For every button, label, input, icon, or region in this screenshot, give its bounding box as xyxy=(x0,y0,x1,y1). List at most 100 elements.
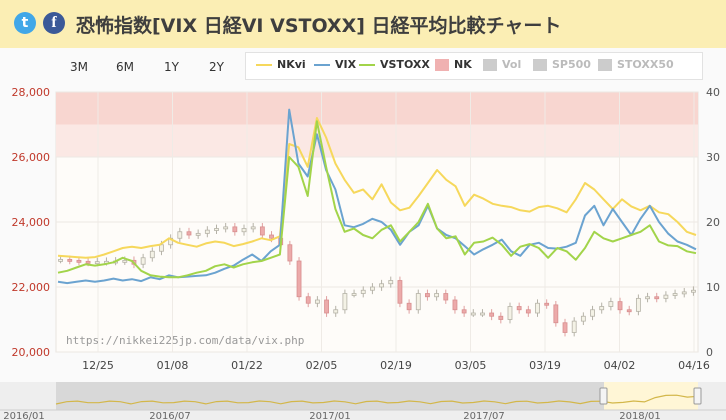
nk-candle xyxy=(305,296,311,304)
right-axis-tick: 10 xyxy=(706,281,720,294)
legend-item-sp500[interactable]: SP500 xyxy=(533,58,591,71)
navigator-date-label: 2018/01 xyxy=(619,411,661,420)
nk-candle xyxy=(250,226,256,230)
x-axis-tick: 01/22 xyxy=(231,359,263,372)
nk-candle xyxy=(461,309,467,314)
legend-label: NKvi xyxy=(277,58,306,71)
nk-candle xyxy=(608,301,614,307)
nk-candle xyxy=(314,299,320,304)
nk-candle xyxy=(287,244,293,262)
nk-candle xyxy=(333,309,339,314)
range-button-1y[interactable]: 1Y xyxy=(164,60,179,74)
header-bar: t f 恐怖指数[VIX 日経VI VSTOXX] 日経平均比較チャート xyxy=(0,0,726,49)
nk-candle xyxy=(617,301,623,311)
legend-label: SP500 xyxy=(552,58,591,71)
nk-candle xyxy=(204,229,210,234)
right-axis-tick: 0 xyxy=(706,346,713,359)
nk-candle xyxy=(580,315,586,322)
nk-candle xyxy=(645,296,650,300)
legend-item-vol[interactable]: Vol xyxy=(483,58,521,71)
nk-candle xyxy=(223,226,229,230)
nk-candle xyxy=(370,286,375,291)
range-button-2y[interactable]: 2Y xyxy=(209,60,224,74)
nk-candle xyxy=(480,312,485,316)
x-axis-tick: 02/05 xyxy=(306,359,338,372)
nk-candle xyxy=(626,309,632,313)
nk-candle xyxy=(149,250,155,259)
left-axis-tick: 24,000 xyxy=(12,216,51,229)
chart-legend: NKvi VIX VSTOXX NK Vol SP500 STOXX50 xyxy=(245,52,703,80)
left-axis-tick: 26,000 xyxy=(12,151,51,164)
navigator-handle-right[interactable] xyxy=(693,387,702,405)
nk-candle xyxy=(562,322,568,333)
nk-candle xyxy=(122,259,128,263)
watermark-text: https://nikkei225jp.com/data/vix.php xyxy=(66,334,304,347)
nk-candle xyxy=(241,228,247,233)
nk-candle xyxy=(360,289,366,294)
nk-candle xyxy=(544,302,550,306)
nk-candle xyxy=(516,306,522,311)
highlight-band xyxy=(56,92,698,125)
range-button-6m[interactable]: 6M xyxy=(116,60,134,74)
x-axis-tick: 03/05 xyxy=(455,359,487,372)
legend-item-nk[interactable]: NK xyxy=(435,58,472,71)
nk-candle xyxy=(259,226,265,236)
left-axis-tick: 28,000 xyxy=(12,86,51,99)
nk-candle xyxy=(571,320,577,333)
right-axis-tick: 30 xyxy=(706,151,720,164)
nk-candle xyxy=(85,260,91,264)
twitter-icon[interactable]: t xyxy=(14,12,36,34)
nk-candle xyxy=(425,293,430,298)
facebook-icon[interactable]: f xyxy=(43,12,65,34)
x-axis-tick: 03/19 xyxy=(529,359,561,372)
x-axis-tick: 04/02 xyxy=(604,359,636,372)
nk-candle xyxy=(195,232,201,236)
nk-candle xyxy=(498,315,504,320)
nk-candle xyxy=(342,293,348,311)
legend-label: NK xyxy=(454,58,472,71)
navigator-date-label: 2017/01 xyxy=(309,411,351,420)
navigator-date-label: 2017/07 xyxy=(463,411,505,420)
nk-candle xyxy=(324,299,329,314)
legend-item-stoxx50[interactable]: STOXX50 xyxy=(598,58,674,71)
nk-candle xyxy=(489,312,495,317)
nk-candle xyxy=(296,260,302,298)
nk-candle xyxy=(663,294,669,299)
right-axis-tick: 40 xyxy=(706,86,720,99)
range-navigator[interactable]: 2016/01 2016/07 2017/01 2017/07 2018/01 xyxy=(0,382,726,420)
nk-candle xyxy=(452,299,458,311)
legend-item-vstoxx[interactable]: VSTOXX xyxy=(359,58,430,71)
nk-candle xyxy=(553,304,559,324)
navigator-handle-left[interactable] xyxy=(599,387,608,405)
nk-candle xyxy=(535,302,540,314)
navigator-series-line xyxy=(55,394,699,405)
nk-candle xyxy=(590,309,595,317)
navigator-date-label: 2016/07 xyxy=(149,411,191,420)
legend-label: STOXX50 xyxy=(617,58,674,71)
range-button-3m[interactable]: 3M xyxy=(70,60,88,74)
fear-index-chart: 28,000 26,000 24,000 22,000 20,000 40 30 20 10 01… xyxy=(12,86,721,372)
nk-candle xyxy=(67,258,73,262)
nk-candle xyxy=(177,231,183,239)
nk-candle xyxy=(94,261,100,265)
navigator-date-label: 2016/01 xyxy=(3,411,45,420)
nk-candle xyxy=(140,257,146,265)
left-axis-tick: 20,000 xyxy=(12,346,51,359)
nk-candle xyxy=(507,306,513,320)
series-line-vstoxx xyxy=(57,120,697,279)
page-title: 恐怖指数[VIX 日経VI VSTOXX] 日経平均比較チャート xyxy=(76,15,562,37)
right-axis-tick: 20 xyxy=(706,216,720,229)
nk-candle xyxy=(654,296,660,300)
nk-candle xyxy=(672,293,678,296)
series-line-nkvi xyxy=(57,117,697,259)
highlight-band xyxy=(56,124,698,157)
nk-candle xyxy=(388,280,394,285)
legend-item-vix[interactable]: VIX xyxy=(314,58,356,71)
nk-candle xyxy=(214,228,219,231)
legend-item-nkvi[interactable]: NKvi xyxy=(256,58,306,71)
nk-candle xyxy=(443,293,449,301)
nk-candle xyxy=(415,293,421,311)
left-axis-tick: 22,000 xyxy=(12,281,51,294)
x-axis-tick: 01/08 xyxy=(157,359,189,372)
nk-candle xyxy=(406,302,412,311)
